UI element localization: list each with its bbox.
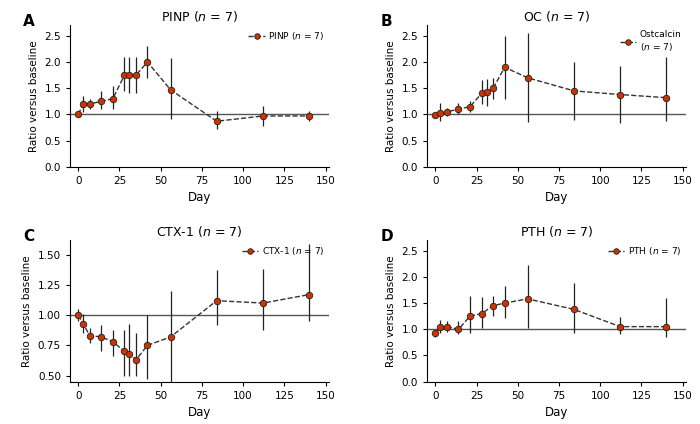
Point	[430, 112, 441, 119]
Point	[96, 334, 107, 340]
Y-axis label: Ratio versus baseline: Ratio versus baseline	[29, 40, 38, 152]
X-axis label: Day: Day	[188, 406, 211, 419]
Point	[142, 342, 153, 349]
X-axis label: Day: Day	[545, 406, 568, 419]
Point	[124, 72, 135, 78]
Point	[435, 110, 446, 117]
Title: CTX-1 ($n$ = 7): CTX-1 ($n$ = 7)	[156, 224, 243, 239]
Point	[476, 310, 487, 317]
Point	[73, 111, 84, 118]
Point	[211, 118, 223, 125]
Point	[453, 106, 464, 113]
Point	[165, 86, 176, 93]
Point	[107, 338, 118, 345]
Point	[73, 312, 84, 318]
Point	[615, 91, 626, 98]
Point	[78, 100, 89, 107]
Point	[568, 306, 580, 313]
Point	[130, 72, 141, 78]
Point	[442, 323, 453, 330]
Point	[453, 326, 464, 333]
Point	[522, 296, 533, 302]
Title: PINP ($n$ = 7): PINP ($n$ = 7)	[161, 9, 238, 24]
Point	[481, 89, 492, 96]
Y-axis label: Ratio versus baseline: Ratio versus baseline	[386, 255, 396, 367]
Point	[84, 332, 95, 339]
Point	[476, 90, 487, 97]
Title: PTH ($n$ = 7): PTH ($n$ = 7)	[520, 224, 594, 239]
Text: C: C	[23, 229, 34, 244]
Legend: PINP ($n$ = 7): PINP ($n$ = 7)	[248, 30, 324, 42]
Point	[258, 113, 269, 120]
Title: OC ($n$ = 7): OC ($n$ = 7)	[523, 9, 590, 24]
Point	[499, 300, 510, 307]
X-axis label: Day: Day	[545, 191, 568, 204]
Point	[522, 74, 533, 81]
Point	[615, 323, 626, 330]
Point	[464, 313, 475, 320]
Point	[165, 334, 176, 340]
Point	[119, 348, 130, 355]
Point	[499, 64, 510, 71]
Point	[258, 300, 269, 307]
Legend: Ostcalcin
($n$ = 7): Ostcalcin ($n$ = 7)	[620, 30, 682, 53]
Point	[487, 302, 498, 309]
Point	[464, 103, 475, 110]
Text: A: A	[23, 14, 35, 29]
Point	[303, 291, 314, 298]
Point	[96, 98, 107, 105]
Point	[211, 297, 223, 304]
Point	[568, 87, 580, 94]
Point	[107, 95, 118, 102]
Text: B: B	[381, 14, 392, 29]
Point	[130, 357, 141, 363]
Point	[84, 100, 95, 107]
Y-axis label: Ratio versus baseline: Ratio versus baseline	[386, 40, 396, 152]
Text: D: D	[381, 229, 393, 244]
Point	[661, 94, 672, 101]
Point	[435, 323, 446, 330]
Point	[430, 330, 441, 337]
Point	[442, 109, 453, 115]
Y-axis label: Ratio versus baseline: Ratio versus baseline	[22, 255, 32, 367]
Legend: CTX-1 ($n$ = 7): CTX-1 ($n$ = 7)	[241, 245, 324, 257]
Legend: PTH ($n$ = 7): PTH ($n$ = 7)	[608, 245, 682, 257]
Point	[303, 113, 314, 120]
Point	[661, 323, 672, 330]
Point	[142, 59, 153, 65]
Point	[78, 320, 89, 327]
X-axis label: Day: Day	[188, 191, 211, 204]
Point	[124, 350, 135, 357]
Point	[487, 85, 498, 92]
Point	[119, 72, 130, 78]
